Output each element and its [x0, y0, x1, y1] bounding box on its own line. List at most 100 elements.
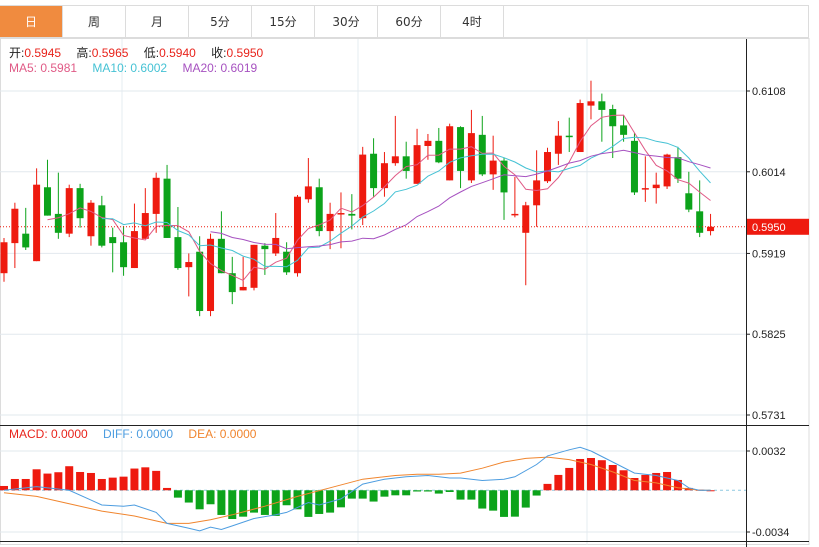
macd-bar	[282, 490, 291, 506]
tab-day[interactable]: 日	[0, 6, 63, 37]
candle	[228, 256, 236, 305]
candle	[554, 121, 562, 165]
candle	[565, 117, 573, 153]
candle	[217, 211, 225, 274]
candle	[370, 138, 378, 197]
candle-body	[43, 187, 51, 216]
candle-body	[359, 154, 367, 219]
macd-bar	[554, 474, 563, 491]
tab-5min[interactable]: 5分	[189, 6, 252, 37]
candle	[435, 127, 443, 164]
candle	[359, 146, 367, 226]
candle-body	[250, 244, 258, 288]
tab-month[interactable]: 月	[126, 6, 189, 37]
candle	[685, 171, 693, 213]
tab-15min[interactable]: 15分	[252, 6, 315, 37]
candle	[43, 159, 51, 216]
candle-body	[315, 187, 323, 232]
candle	[620, 115, 628, 142]
macd-bar	[43, 473, 52, 491]
candle-body	[576, 103, 584, 153]
dea-value: DEA: 0.0000	[188, 427, 257, 441]
macd-bar	[315, 490, 324, 514]
tab-week[interactable]: 周	[63, 6, 126, 37]
macd-bar	[478, 490, 487, 509]
macd-bar	[413, 490, 422, 492]
macd-bar	[206, 490, 215, 505]
ma-legend: MA5: 0.5981 MA10: 0.6002 MA20: 0.6019	[9, 61, 257, 75]
candle	[130, 203, 138, 269]
macd-bar	[467, 490, 476, 500]
tab-4hour[interactable]: 4时	[441, 6, 504, 37]
macd-bar	[130, 468, 139, 491]
macd-bar	[141, 467, 150, 491]
tab-60min[interactable]: 60分	[378, 6, 441, 37]
candle	[587, 80, 595, 120]
macd-bar	[532, 490, 541, 496]
candle-body	[598, 101, 606, 110]
macd-bar	[97, 478, 106, 491]
candle-body	[533, 180, 541, 206]
macd-bar	[0, 485, 8, 491]
candle	[239, 256, 247, 291]
candle-body	[304, 186, 312, 200]
macd-bar	[489, 490, 498, 511]
macd-bar	[565, 467, 574, 491]
candle	[174, 207, 182, 270]
ma20-line	[210, 149, 711, 250]
candle-body	[130, 231, 138, 269]
candle	[185, 253, 193, 297]
candle	[707, 213, 715, 236]
candle-body	[283, 251, 291, 273]
candle-body	[707, 226, 715, 232]
candle-body	[424, 140, 432, 147]
candle	[315, 178, 323, 237]
candle	[76, 183, 84, 228]
candle-body	[467, 133, 475, 181]
candle-body	[11, 208, 19, 244]
candle	[391, 115, 399, 166]
candle-body	[370, 153, 378, 189]
candle-body	[565, 135, 573, 138]
candle-body	[435, 140, 443, 163]
candle	[500, 158, 508, 220]
price-tick-label: 0.5731	[752, 410, 786, 422]
candle	[489, 135, 497, 190]
macd-bar	[173, 490, 182, 498]
last-price-badge	[747, 218, 809, 235]
macd-bar	[228, 490, 237, 519]
macd-bar	[54, 472, 63, 491]
macd-bar	[663, 471, 672, 491]
candle-body	[674, 157, 682, 179]
candle	[337, 192, 345, 249]
macd-tick-label: -0.0034	[752, 527, 789, 539]
tab-30min[interactable]: 30分	[315, 6, 378, 37]
macd-bar	[423, 490, 432, 492]
macd-bar	[65, 466, 74, 491]
candle-body	[65, 188, 73, 234]
candlestick-panel	[0, 80, 746, 317]
macd-bar	[76, 471, 85, 491]
ma10-value: MA10: 0.6002	[92, 61, 168, 75]
candle	[293, 194, 301, 277]
low-value: 0.5940	[159, 46, 196, 60]
candle-body	[196, 251, 204, 312]
macd-bar	[21, 478, 30, 491]
candle	[0, 237, 8, 282]
candle	[22, 207, 30, 250]
high-value: 0.5965	[91, 46, 129, 60]
macd-value: MACD: 0.0000	[9, 427, 88, 441]
candle-body	[696, 211, 704, 233]
macd-bar	[597, 460, 606, 491]
chart-frame	[0, 38, 810, 545]
candle	[261, 243, 269, 275]
candle-body	[293, 196, 301, 274]
candle-body	[76, 188, 84, 219]
price-tick-label: 0.5825	[752, 329, 786, 341]
candle-body	[163, 178, 171, 238]
candle-body	[500, 160, 508, 193]
candle-body	[685, 193, 693, 210]
macd-bar	[576, 458, 585, 491]
candle	[65, 184, 73, 238]
